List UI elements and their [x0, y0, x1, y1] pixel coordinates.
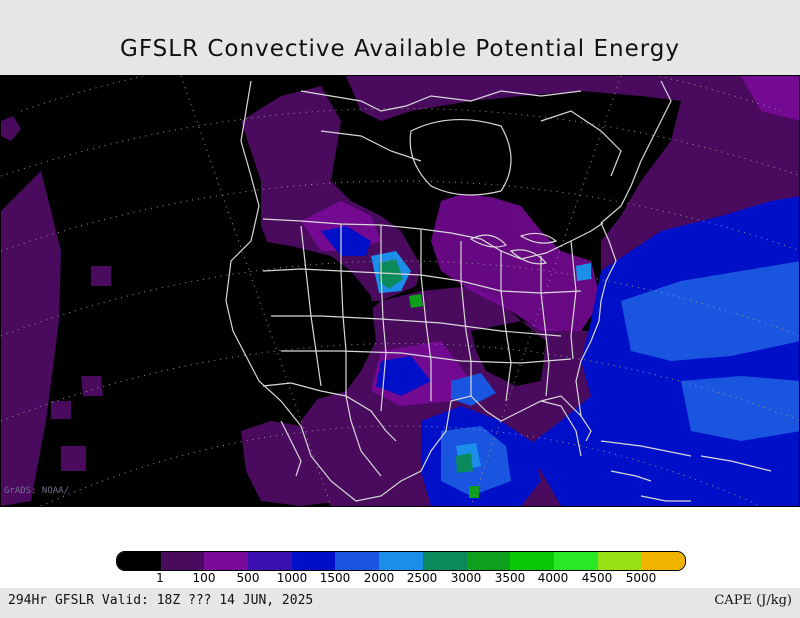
colorbar-swatch — [597, 552, 642, 570]
colorbar-label: 1 — [156, 571, 164, 585]
colorbar-swatch — [117, 552, 161, 570]
colorbar — [116, 551, 686, 571]
colorbar-swatch — [553, 552, 598, 570]
valid-time-label: 294Hr GFSLR Valid: 18Z ??? 14 JUN, 2025 — [8, 593, 314, 608]
colorbar-swatch — [204, 552, 249, 570]
colorbar-swatch — [466, 552, 511, 570]
cape-map — [1, 76, 799, 506]
title-bar — [0, 0, 800, 75]
colorbar-swatch — [248, 552, 292, 570]
colorbar-label: 1000 — [276, 571, 308, 585]
cape-field-2000 — [441, 261, 799, 496]
colorbar-swatch — [641, 552, 685, 570]
colorbar-swatch — [160, 552, 205, 570]
chart-title: GFSLR Convective Available Potential Ene… — [120, 36, 680, 62]
colorbar-swatch — [510, 552, 554, 570]
colorbar-label: 100 — [192, 571, 216, 585]
colorbar-swatch — [291, 552, 336, 570]
colorbar-label: 4500 — [581, 571, 613, 585]
colorbar-swatch — [335, 552, 380, 570]
colorbar-label: 5000 — [625, 571, 657, 585]
dry-region — [221, 131, 546, 401]
land-outlines — [225, 80, 772, 502]
colorbar-label: 2000 — [363, 571, 395, 585]
colorbar-swatch — [422, 552, 467, 570]
graticule — [1, 76, 799, 506]
colorbar-label: 3500 — [494, 571, 526, 585]
footer-bar — [0, 588, 800, 618]
colorbar-label: 1500 — [319, 571, 351, 585]
colorbar-label: 500 — [236, 571, 260, 585]
cape-field-3500 — [409, 294, 479, 498]
colorbar-label: 2500 — [406, 571, 438, 585]
colorbar-label: 3000 — [450, 571, 482, 585]
map-panel — [0, 75, 800, 507]
colorbar-labels: 1 100 500 1000 1500 2000 2500 3000 3500 … — [0, 571, 800, 587]
colorbar-label: 4000 — [537, 571, 569, 585]
units-label: CAPE (J/kg) — [714, 593, 792, 608]
watermark: GrADS: NOAA/ — [4, 486, 70, 496]
colorbar-swatch — [379, 552, 423, 570]
